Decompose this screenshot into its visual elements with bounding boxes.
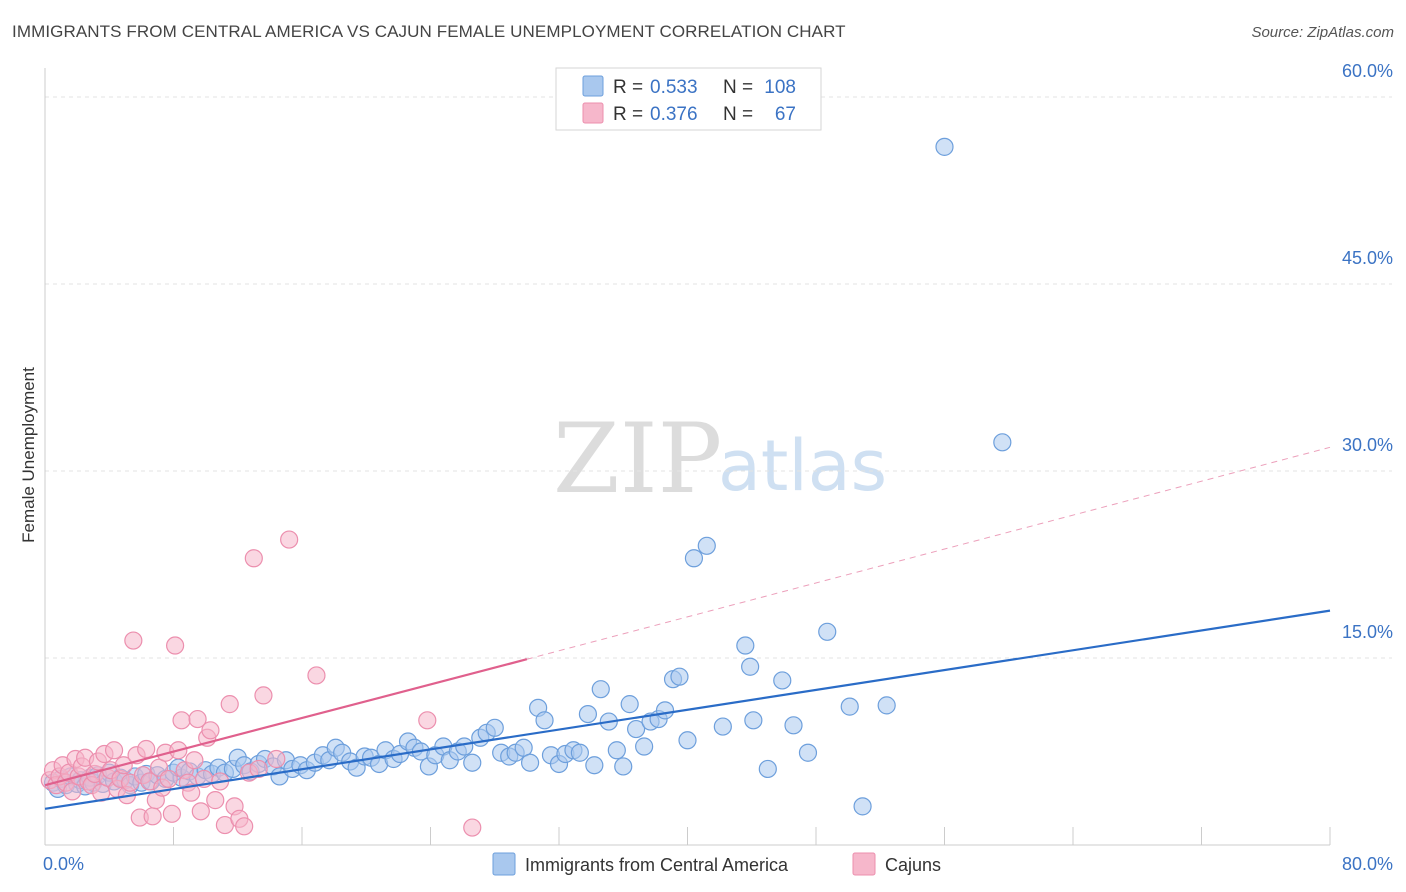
immigrants-point bbox=[614, 757, 633, 776]
y-tick-label: 45.0% bbox=[1342, 248, 1393, 268]
cajuns-point bbox=[418, 711, 437, 730]
legend-r-label-2: R = bbox=[613, 104, 643, 125]
immigrants-point bbox=[736, 636, 755, 655]
x-tick-label: 0.0% bbox=[43, 854, 84, 874]
legend-n-value-2: 67 bbox=[775, 104, 796, 125]
cajuns-point bbox=[267, 749, 286, 769]
series-cajuns-points bbox=[40, 530, 482, 837]
immigrants-point bbox=[713, 717, 732, 736]
immigrants-point bbox=[463, 753, 482, 772]
cajuns-point bbox=[185, 751, 204, 770]
legend-r-value-2: 0.376 bbox=[650, 104, 698, 125]
immigrants-point bbox=[678, 731, 697, 750]
cajuns-point bbox=[463, 818, 482, 837]
immigrants-point bbox=[520, 753, 540, 772]
cajuns-point bbox=[191, 802, 210, 821]
cajuns-point bbox=[104, 741, 124, 760]
watermark-zip: ZIP bbox=[553, 403, 722, 515]
immigrants-point bbox=[993, 433, 1012, 452]
immigrants-point bbox=[607, 741, 626, 760]
legend-r-label-1: R = bbox=[613, 77, 643, 98]
cajuns-point bbox=[280, 530, 299, 549]
bottom-legend-swatch-pink bbox=[852, 852, 876, 876]
cajuns-point bbox=[137, 739, 156, 759]
immigrants-point bbox=[570, 743, 589, 762]
cajuns-point bbox=[249, 759, 268, 779]
immigrants-point bbox=[655, 701, 675, 720]
cajuns-point bbox=[254, 686, 273, 705]
legend-swatch-pink bbox=[582, 102, 604, 124]
immigrants-trend-line bbox=[44, 609, 1331, 810]
cajuns-point bbox=[220, 695, 239, 714]
cajuns-point bbox=[124, 631, 143, 650]
cajuns-point bbox=[162, 804, 181, 823]
chart-title: IMMIGRANTS FROM CENTRAL AMERICA VS CAJUN… bbox=[12, 22, 846, 41]
cajuns-point bbox=[159, 769, 178, 789]
y-tick-label: 30.0% bbox=[1342, 435, 1393, 455]
cajuns-point bbox=[235, 817, 254, 836]
immigrants-point bbox=[514, 738, 533, 757]
immigrants-point bbox=[578, 704, 598, 724]
immigrants-point bbox=[635, 737, 654, 756]
immigrants-point bbox=[670, 667, 689, 686]
immigrants-point bbox=[935, 137, 954, 156]
y-tick-label: 15.0% bbox=[1342, 622, 1393, 642]
immigrants-point bbox=[758, 759, 777, 779]
legend-swatch-blue bbox=[582, 75, 604, 97]
immigrants-point bbox=[535, 711, 554, 730]
immigrants-point bbox=[877, 696, 896, 715]
legend-n-value-1: 108 bbox=[764, 77, 796, 98]
y-tick-label: 60.0% bbox=[1342, 61, 1393, 81]
cajuns-point bbox=[63, 782, 82, 801]
cajuns-point bbox=[206, 791, 225, 810]
bottom-legend-label-cajuns: Cajuns bbox=[885, 855, 941, 875]
immigrants-point bbox=[784, 716, 803, 735]
cajuns-point bbox=[244, 549, 263, 568]
series-legend: Immigrants from Central America Cajuns bbox=[492, 852, 941, 876]
immigrants-point bbox=[455, 737, 474, 756]
immigrants-point bbox=[626, 719, 646, 739]
cajuns-point bbox=[182, 783, 201, 802]
legend-n-label-1: N = bbox=[723, 77, 753, 98]
immigrants-point bbox=[741, 657, 760, 676]
watermark-atlas: atlas bbox=[718, 425, 887, 507]
legend-r-value-1: 0.533 bbox=[650, 77, 698, 98]
cajuns-point bbox=[307, 666, 326, 685]
x-tick-label: 80.0% bbox=[1342, 854, 1393, 874]
immigrants-point bbox=[853, 797, 872, 816]
immigrants-point bbox=[591, 680, 610, 699]
axes bbox=[44, 68, 1331, 846]
cajuns-point bbox=[166, 636, 185, 655]
correlation-legend: R = 0.533 N = 108 R = 0.376 N = 67 bbox=[555, 67, 822, 131]
immigrants-point bbox=[818, 622, 837, 641]
bottom-legend-label-immigrants: Immigrants from Central America bbox=[525, 855, 789, 875]
immigrants-point bbox=[485, 718, 504, 737]
tick-labels: 15.0% 30.0% 45.0% 60.0% 0.0% 80.0% bbox=[43, 61, 1393, 874]
cajuns-point bbox=[172, 711, 191, 730]
immigrants-point bbox=[620, 695, 639, 714]
trend-lines bbox=[44, 446, 1331, 810]
immigrants-point bbox=[798, 743, 818, 762]
y-axis-label: Female Unemployment bbox=[19, 367, 38, 543]
cajuns-point bbox=[201, 721, 220, 740]
immigrants-point bbox=[684, 549, 704, 568]
immigrants-point bbox=[840, 697, 859, 716]
immigrants-point bbox=[697, 536, 716, 555]
immigrants-point bbox=[744, 711, 763, 730]
immigrants-point bbox=[585, 756, 604, 775]
grid-lines bbox=[45, 96, 1392, 659]
cajuns-point bbox=[188, 709, 207, 729]
legend-n-label-2: N = bbox=[723, 104, 753, 125]
immigrants-point bbox=[773, 671, 792, 690]
chart-source: Source: ZipAtlas.com bbox=[1251, 24, 1394, 41]
bottom-legend-swatch-blue bbox=[492, 852, 516, 876]
cajuns-trend-line bbox=[44, 658, 528, 787]
cajuns-point bbox=[143, 807, 162, 826]
